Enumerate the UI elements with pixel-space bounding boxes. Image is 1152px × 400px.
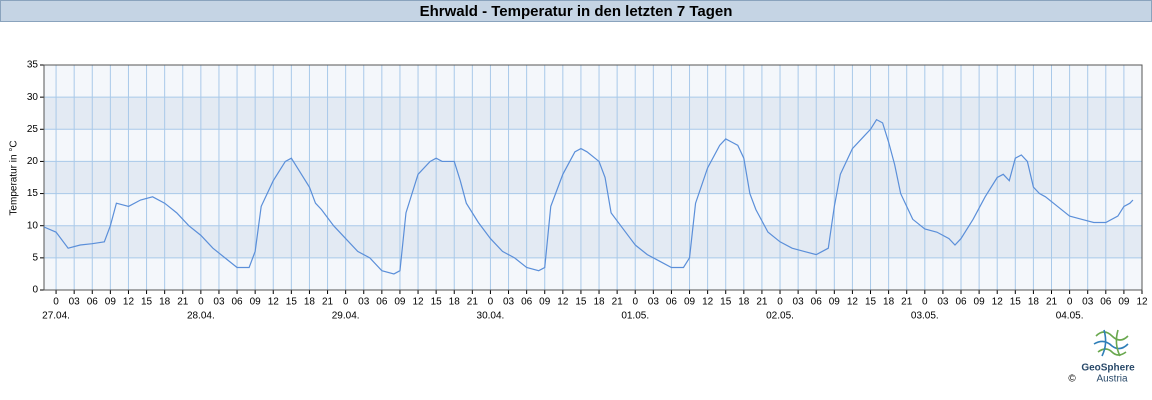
x-tick-label: 0 <box>198 297 204 308</box>
x-tick-label: 03 <box>648 297 660 308</box>
y-tick-label: 10 <box>27 220 39 231</box>
x-tick-label: 0 <box>53 297 59 308</box>
x-tick-label: 09 <box>684 297 696 308</box>
x-tick-label: 06 <box>955 297 967 308</box>
x-tick-label: 15 <box>575 297 587 308</box>
x-tick-label: 12 <box>123 297 135 308</box>
temperature-line <box>43 118 1134 275</box>
day-label: 03.05. <box>911 311 939 322</box>
x-tick-label: 03 <box>793 297 805 308</box>
grid-band <box>44 225 1142 258</box>
x-tick-label: 09 <box>829 297 841 308</box>
logo-sub: Austria <box>1096 374 1128 385</box>
x-tick-label: 18 <box>1028 297 1040 308</box>
x-tick-label: 15 <box>141 297 153 308</box>
x-tick-label: 03 <box>503 297 515 308</box>
x-tick-label: 09 <box>250 297 262 308</box>
y-axis-label: Temperatur in °C <box>9 140 20 215</box>
y-tick-label: 0 <box>32 285 38 296</box>
day-label: 01.05. <box>621 311 649 322</box>
x-tick-label: 09 <box>974 297 986 308</box>
x-tick-label: 18 <box>449 297 461 308</box>
x-tick-label: 21 <box>901 297 913 308</box>
grid-band <box>44 97 1142 130</box>
x-tick-label: 12 <box>268 297 280 308</box>
x-tick-label: 09 <box>539 297 551 308</box>
x-tick-label: 18 <box>883 297 895 308</box>
x-tick-label: 18 <box>304 297 316 308</box>
x-tick-label: 21 <box>177 297 189 308</box>
x-tick-label: 15 <box>286 297 298 308</box>
grid-band <box>44 161 1142 194</box>
x-tick-label: 06 <box>87 297 99 308</box>
y-tick-label: 30 <box>27 92 39 103</box>
x-tick-label: 12 <box>992 297 1004 308</box>
day-label: 30.04. <box>477 311 505 322</box>
x-tick-label: 12 <box>702 297 714 308</box>
x-tick-label: 09 <box>394 297 406 308</box>
x-tick-label: 15 <box>1010 297 1022 308</box>
x-tick-label: 21 <box>612 297 624 308</box>
day-label: 28.04. <box>187 311 215 322</box>
logo-icon <box>1093 329 1129 357</box>
x-tick-label: 06 <box>231 297 243 308</box>
x-tick-label: 0 <box>632 297 638 308</box>
x-tick-label: 03 <box>69 297 81 308</box>
x-tick-label: 06 <box>521 297 533 308</box>
y-tick-label: 35 <box>27 60 39 71</box>
x-tick-label: 21 <box>1046 297 1058 308</box>
x-tick-label: 0 <box>488 297 494 308</box>
x-tick-label: 12 <box>847 297 859 308</box>
x-tick-label: 0 <box>1067 297 1073 308</box>
y-tick-label: 20 <box>27 156 39 167</box>
x-tick-label: 15 <box>720 297 732 308</box>
plot-frame <box>43 64 1143 291</box>
day-label: 02.05. <box>766 311 794 322</box>
day-label: 04.05. <box>1056 311 1084 322</box>
x-tick-label: 03 <box>1082 297 1094 308</box>
x-tick-label: 18 <box>159 297 171 308</box>
x-tick-label: 18 <box>593 297 605 308</box>
x-tick-label: 03 <box>213 297 225 308</box>
x-tick-label: 06 <box>1100 297 1112 308</box>
x-tick-label: 12 <box>412 297 424 308</box>
y-tick-label: 5 <box>32 252 38 263</box>
x-tick-label: 15 <box>865 297 877 308</box>
day-label: 29.04. <box>332 311 360 322</box>
chart-title: Ehrwald - Temperatur in den letzten 7 Ta… <box>420 3 733 20</box>
logo-name: GeoSphere <box>1081 363 1135 374</box>
logo-copyright: © <box>1068 374 1076 385</box>
x-tick-label: 12 <box>557 297 569 308</box>
x-tick-label: 12 <box>1136 297 1148 308</box>
day-label: 27.04. <box>42 311 70 322</box>
x-tick-label: 09 <box>1118 297 1130 308</box>
x-tick-label: 18 <box>738 297 750 308</box>
x-tick-label: 03 <box>358 297 370 308</box>
x-tick-label: 0 <box>922 297 928 308</box>
x-tick-label: 0 <box>343 297 349 308</box>
x-tick-label: 0 <box>777 297 783 308</box>
x-tick-label: 21 <box>467 297 479 308</box>
x-tick-label: 21 <box>756 297 768 308</box>
y-tick-label: 25 <box>27 124 39 135</box>
x-tick-label: 03 <box>937 297 949 308</box>
x-tick-label: 09 <box>105 297 117 308</box>
y-tick-label: 15 <box>27 188 39 199</box>
x-tick-label: 15 <box>431 297 443 308</box>
x-tick-label: 06 <box>811 297 823 308</box>
x-tick-label: 21 <box>322 297 334 308</box>
x-tick-label: 06 <box>666 297 678 308</box>
x-tick-label: 06 <box>376 297 388 308</box>
